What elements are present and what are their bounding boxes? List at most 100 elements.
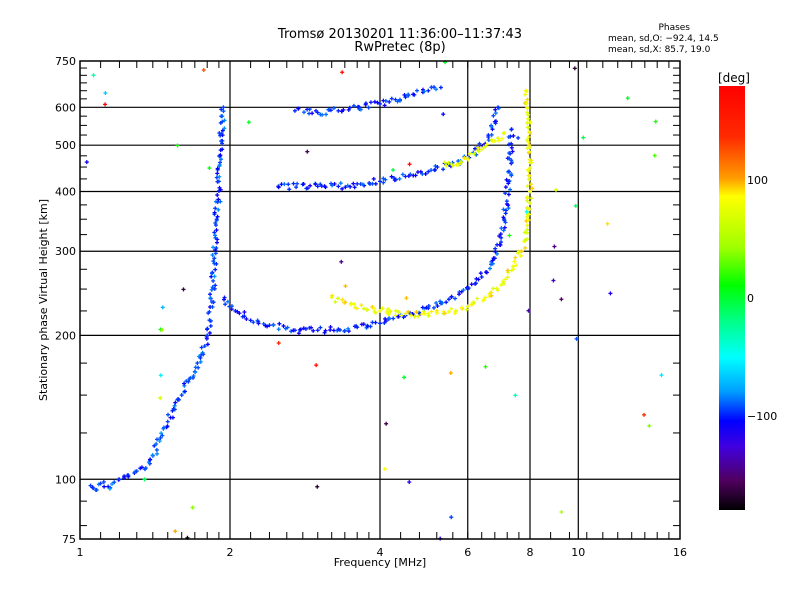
data-point	[511, 133, 516, 138]
data-point	[509, 172, 514, 177]
data-point	[320, 112, 325, 117]
noise-point	[181, 287, 186, 292]
data-point	[155, 451, 160, 456]
y-tick-label: 75	[62, 533, 76, 546]
data-point	[363, 101, 368, 106]
data-point	[528, 182, 533, 187]
data-point	[526, 112, 531, 117]
noise-point	[201, 68, 206, 73]
data-point	[438, 299, 443, 304]
data-point	[322, 330, 327, 335]
data-point	[329, 181, 334, 186]
data-point	[117, 477, 122, 482]
data-point	[442, 160, 447, 165]
noise-point	[551, 278, 556, 283]
data-point	[107, 486, 112, 491]
data-point	[396, 310, 401, 315]
data-point	[271, 323, 276, 328]
data-point	[490, 127, 495, 132]
data-point	[386, 312, 391, 317]
data-point	[229, 304, 234, 309]
data-point	[489, 132, 494, 137]
data-point	[400, 172, 405, 177]
data-point	[198, 355, 203, 360]
y-tick-label: 400	[55, 185, 76, 198]
data-point	[525, 184, 530, 189]
data-point	[126, 474, 131, 479]
data-point	[198, 359, 203, 364]
data-point	[295, 181, 300, 186]
data-point	[281, 324, 286, 329]
data-point	[509, 127, 514, 132]
data-point	[530, 186, 535, 191]
data-point	[506, 135, 511, 140]
data-point	[482, 297, 487, 302]
noise-point	[574, 336, 579, 341]
data-point	[525, 237, 530, 242]
data-point	[330, 293, 335, 298]
data-point	[528, 201, 533, 206]
data-point	[510, 149, 515, 154]
data-point	[378, 101, 382, 106]
data-point	[494, 251, 499, 256]
data-point	[526, 218, 531, 223]
data-point	[199, 345, 204, 350]
data-point	[186, 379, 191, 384]
noise-point	[407, 480, 412, 485]
data-point	[301, 326, 306, 331]
noise-point	[407, 162, 412, 167]
data-point	[336, 184, 341, 189]
data-point	[523, 245, 528, 250]
data-point	[165, 424, 170, 429]
data-point	[213, 206, 218, 211]
data-point	[449, 294, 454, 299]
data-point	[479, 274, 484, 279]
data-point	[403, 95, 408, 100]
data-point	[375, 100, 380, 105]
data-point	[242, 314, 247, 319]
noise-point	[441, 112, 446, 117]
noise-point	[513, 393, 518, 398]
data-point	[214, 246, 219, 251]
data-point	[355, 306, 360, 311]
data-point	[309, 325, 314, 330]
data-point	[389, 96, 394, 101]
noise-point	[339, 259, 344, 264]
data-point	[176, 397, 181, 402]
data-point	[324, 112, 329, 117]
data-point	[371, 176, 376, 181]
data-point	[524, 101, 529, 106]
x-tick-label: 8	[527, 546, 534, 559]
data-point	[526, 206, 531, 211]
data-point	[452, 311, 457, 316]
data-point	[207, 309, 212, 314]
noise-point	[449, 515, 454, 520]
noise-point	[659, 373, 664, 378]
noise-point	[91, 73, 96, 78]
data-point	[508, 187, 513, 192]
data-point	[434, 87, 439, 92]
noise-point	[382, 467, 387, 472]
data-point	[286, 182, 291, 187]
data-point	[154, 442, 159, 447]
data-point	[524, 218, 529, 223]
y-tick-label: 600	[55, 101, 76, 114]
data-point	[333, 299, 338, 304]
data-point	[497, 138, 502, 143]
data-point	[493, 246, 498, 251]
data-point	[527, 173, 532, 178]
data-point	[235, 309, 240, 314]
data-point	[315, 110, 320, 115]
x-tick-label: 1	[77, 546, 84, 559]
data-point	[361, 322, 366, 327]
data-point	[331, 328, 336, 333]
data-point	[415, 314, 420, 319]
data-point	[308, 183, 313, 188]
data-point	[506, 179, 511, 184]
data-point	[217, 174, 222, 179]
data-point	[469, 302, 474, 307]
data-point	[221, 109, 226, 114]
data-point	[421, 309, 426, 314]
data-point	[381, 176, 386, 181]
data-point	[342, 328, 347, 333]
